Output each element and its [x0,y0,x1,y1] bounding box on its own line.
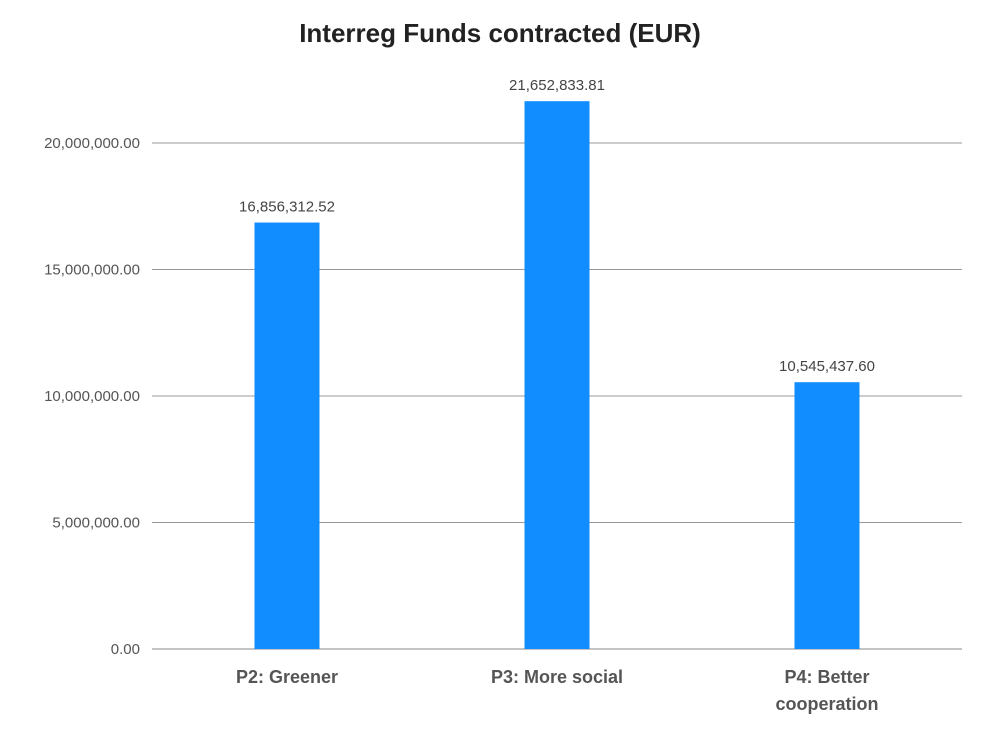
x-tick-label-line: P2: Greener [236,667,338,687]
y-tick-label: 10,000,000.00 [44,388,140,405]
y-tick-label: 0.00 [111,641,140,658]
x-tick-label-line: cooperation [775,694,878,714]
x-tick-label-line: P4: Better [784,667,869,687]
chart-title: Interreg Funds contracted (EUR) [299,18,701,48]
x-tick-label-line: P3: More social [491,667,623,687]
bar [524,101,590,650]
y-tick-label: 15,000,000.00 [44,262,140,279]
x-tick-label: P3: More social [491,667,623,687]
data-label: 21,652,833.81 [509,77,605,94]
data-label: 16,856,312.52 [239,199,335,216]
bar [794,382,860,649]
data-label: 10,545,437.60 [779,358,875,375]
x-tick-label: P4: Better cooperation [775,667,878,714]
bar [254,222,320,650]
y-tick-label: 5,000,000.00 [52,515,140,532]
y-tick-label: 20,000,000.00 [44,135,140,152]
x-tick-label: P2: Greener [236,667,338,687]
